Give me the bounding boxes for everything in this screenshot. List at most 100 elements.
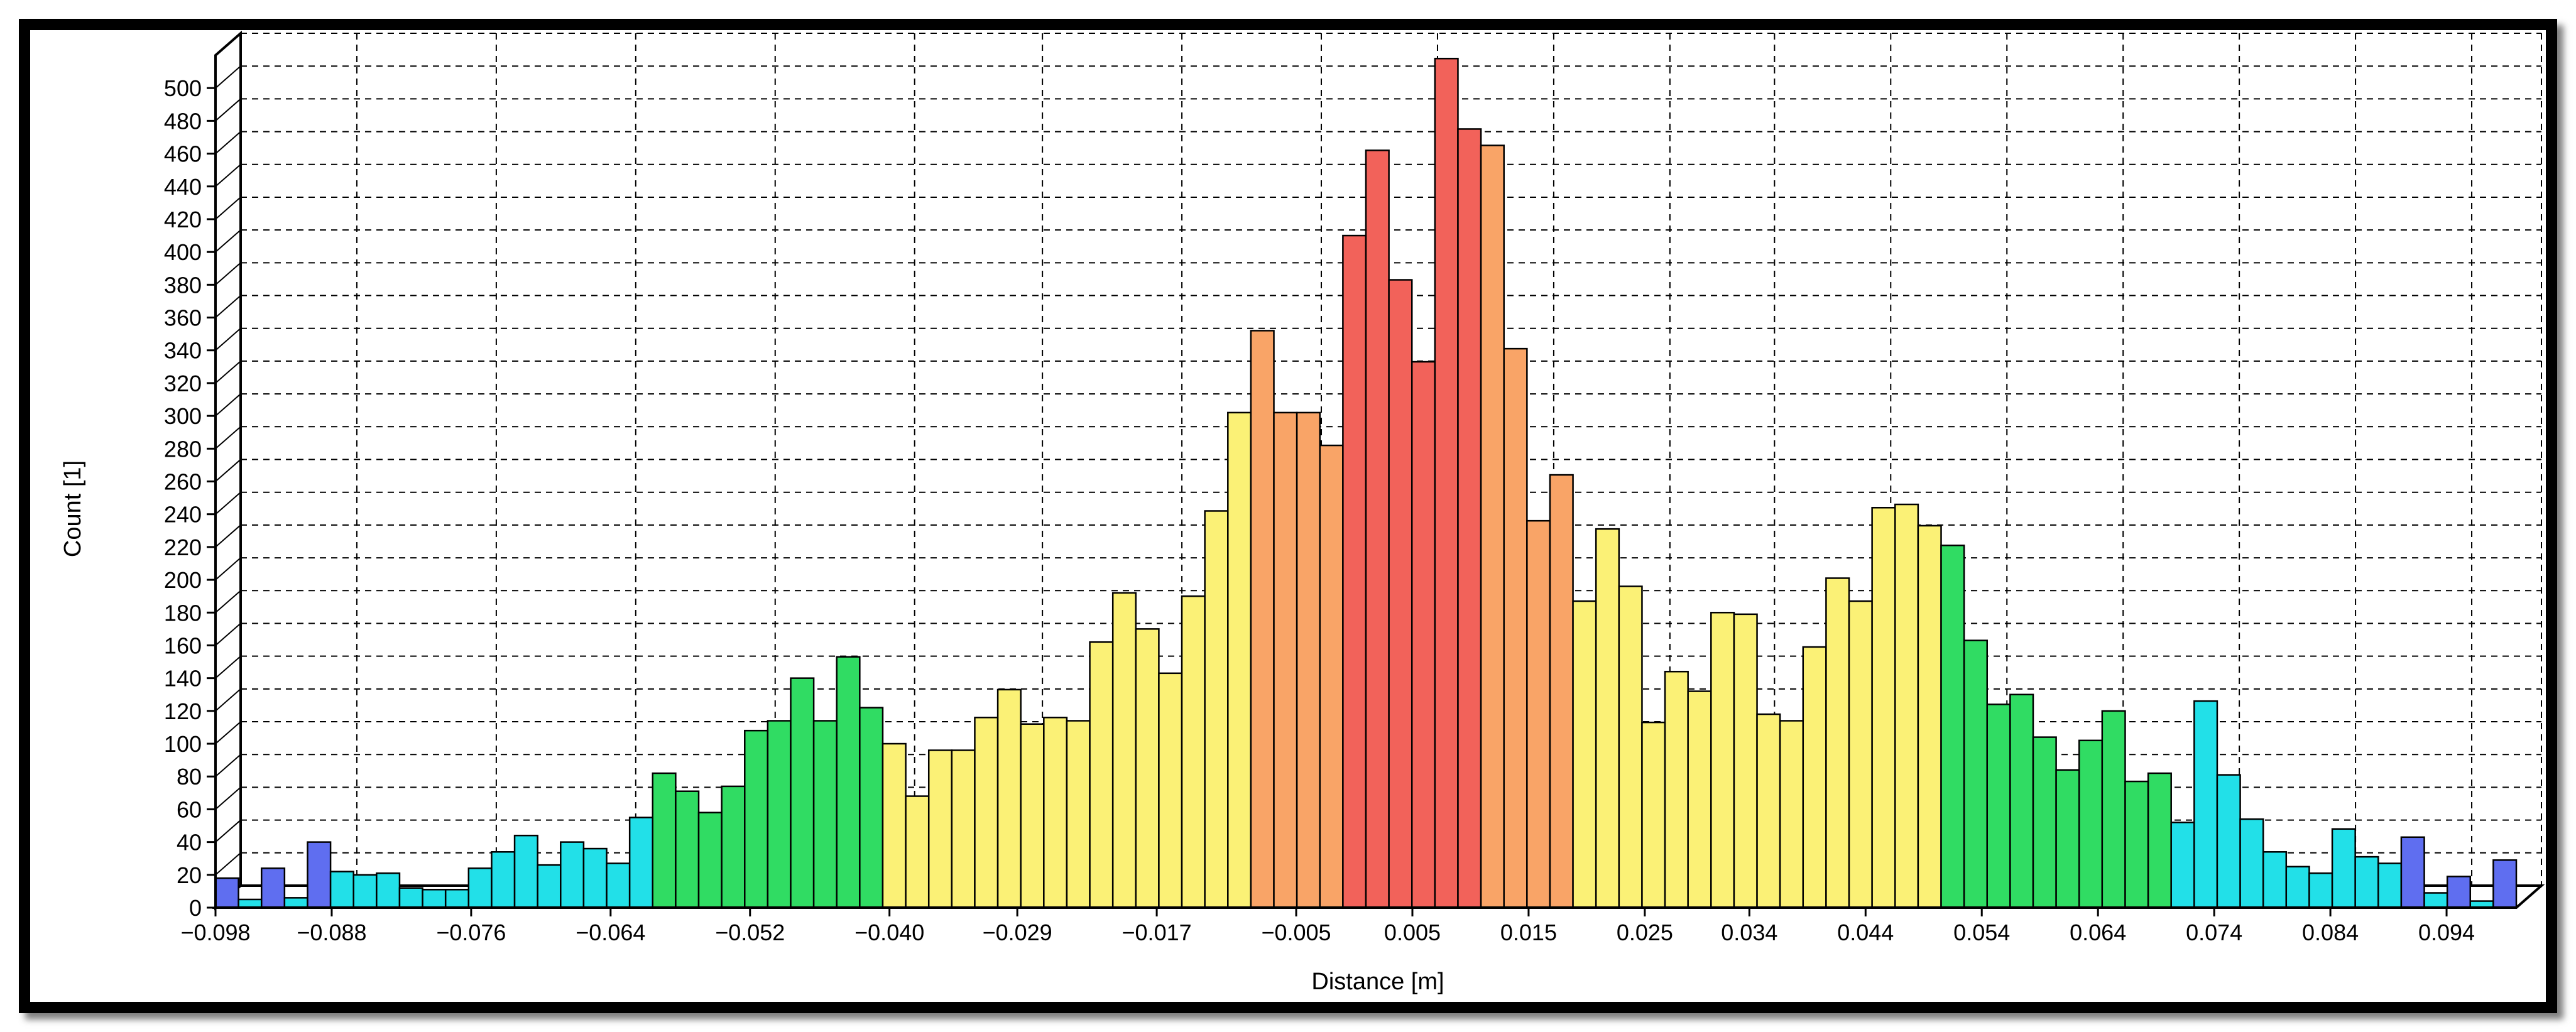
x-axis-title: Distance [m] xyxy=(1311,969,1444,995)
x-tick-label: 0.064 xyxy=(2070,920,2126,945)
bar xyxy=(260,867,286,909)
bar xyxy=(996,688,1022,909)
x-tick-label: 0.005 xyxy=(1384,920,1441,945)
x-tick-label: 0.084 xyxy=(2302,920,2359,945)
bar xyxy=(859,707,884,909)
y-wall-tick xyxy=(215,688,241,712)
y-tick-labels: 0 20 40 60 80 100 120 140 160 180 200 220 240 260 280 3… xyxy=(164,75,216,921)
bar xyxy=(1687,690,1712,909)
y-wall-tick xyxy=(215,295,241,318)
y-tick-label: 440 xyxy=(164,174,202,200)
y-wall-tick xyxy=(215,426,241,450)
bar xyxy=(1549,474,1574,909)
y-tick-label: 500 xyxy=(164,75,202,101)
bar xyxy=(905,795,930,909)
bar xyxy=(1296,411,1321,909)
bar xyxy=(1227,411,1252,909)
x-tick-label: 0.025 xyxy=(1617,920,1673,945)
y-wall-tick xyxy=(215,655,241,679)
bar xyxy=(467,867,493,909)
bar xyxy=(2078,739,2104,909)
y-tick-label: 420 xyxy=(164,207,202,232)
bar xyxy=(1526,519,1551,909)
bar xyxy=(1848,600,1873,909)
y-wall-tick xyxy=(215,262,241,286)
bar xyxy=(537,864,562,909)
bar xyxy=(513,834,538,909)
bar xyxy=(628,817,654,909)
y-wall-tick xyxy=(215,819,241,843)
x-tick-label: 0.034 xyxy=(1721,920,1777,945)
y-tick-label: 460 xyxy=(164,141,202,167)
y-tick-label: 360 xyxy=(164,305,202,331)
bar xyxy=(1342,234,1367,909)
bar xyxy=(721,785,746,909)
bar xyxy=(2032,736,2057,909)
y-wall-tick xyxy=(215,786,241,810)
y-tick-label: 80 xyxy=(177,764,202,790)
y-tick-label: 180 xyxy=(164,600,202,626)
bar xyxy=(812,720,838,909)
bar xyxy=(560,841,585,909)
y-wall-tick xyxy=(215,852,241,876)
bar xyxy=(1664,670,1689,909)
bar xyxy=(2101,710,2126,909)
y-tick-label: 40 xyxy=(177,830,202,855)
bar xyxy=(2147,772,2172,909)
bar xyxy=(1273,411,1298,909)
y-wall-tick xyxy=(215,459,241,482)
bar xyxy=(675,790,700,909)
x-tick-label: −0.040 xyxy=(854,920,924,945)
bar xyxy=(2285,866,2310,909)
bar xyxy=(881,742,907,909)
x-tick-label: −0.076 xyxy=(436,920,506,945)
bar xyxy=(283,897,308,909)
y-wall-tick xyxy=(215,491,241,515)
bar xyxy=(1733,613,1758,909)
bar xyxy=(582,847,608,909)
bar xyxy=(951,749,976,909)
bar xyxy=(1181,595,1206,909)
bar xyxy=(1020,723,1045,909)
y-wall-tick xyxy=(215,557,241,580)
bar xyxy=(2377,862,2403,909)
y-tick-label: 20 xyxy=(177,862,202,888)
bar xyxy=(1940,545,1965,909)
gridlines xyxy=(215,33,2541,908)
y-wall-tick xyxy=(215,393,241,416)
bar xyxy=(697,812,723,909)
y-tick-label: 0 xyxy=(189,895,202,921)
bar xyxy=(1917,524,1942,909)
y-wall-tick xyxy=(215,524,241,548)
x-tick-label: 0.094 xyxy=(2418,920,2475,945)
bar xyxy=(836,656,861,909)
bar xyxy=(2423,892,2448,909)
x-tick-label: −0.005 xyxy=(1261,920,1331,945)
y-tick-label: 260 xyxy=(164,469,202,495)
bar xyxy=(2170,822,2195,909)
bar xyxy=(1250,330,1275,909)
bar xyxy=(2308,872,2333,909)
x-tick-label: 0.044 xyxy=(1837,920,1894,945)
bar xyxy=(376,872,401,909)
y-wall-tick xyxy=(215,197,241,220)
y-wall-tick xyxy=(215,622,241,646)
histogram-chart: 0 20 40 60 80 100 120 140 160 180 200 220 240 260 280 3… xyxy=(60,30,2545,995)
y-tick-label: 140 xyxy=(164,666,202,692)
bar xyxy=(1618,585,1643,909)
bar xyxy=(927,749,953,909)
x-tick-labels: −0.098 −0.088 −0.076 −0.064 −0.052 −0.040 −0.0… xyxy=(180,908,2475,945)
bar xyxy=(2216,774,2241,909)
y-tick-label: 480 xyxy=(164,108,202,134)
y-wall-tick xyxy=(215,229,241,253)
bar xyxy=(1871,507,1896,909)
bar xyxy=(444,889,470,909)
y-tick-label: 220 xyxy=(164,535,202,560)
y-tick-label: 160 xyxy=(164,633,202,658)
bar xyxy=(2446,876,2472,909)
y-tick-label: 300 xyxy=(164,403,202,429)
bar xyxy=(2239,818,2264,909)
bar xyxy=(1779,720,1804,909)
bar xyxy=(2055,769,2080,909)
bar xyxy=(1434,57,1459,909)
